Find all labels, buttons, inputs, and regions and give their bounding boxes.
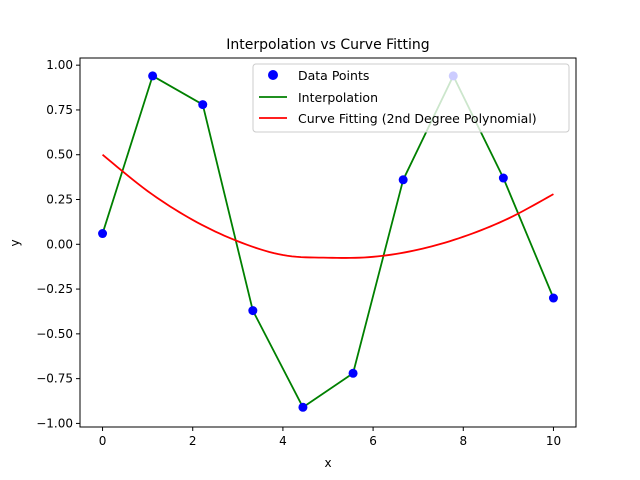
legend-label-curve-fitting: Curve Fitting (2nd Degree Polynomial) [298, 111, 537, 126]
x-axis-label: x [324, 456, 331, 470]
x-tick-label: 0 [99, 434, 107, 448]
x-tick-label: 2 [189, 434, 197, 448]
y-tick-label: −1.00 [36, 416, 73, 430]
axis-ticks: 0 2 4 6 8 10 −1.00 −0.75 −0.50 −0.25 0.00 0.25 0.50 0… [36, 58, 561, 448]
series-line-curve-fitting-2nd-degree-polynomial [101, 154, 554, 259]
x-tick-label: 10 [546, 434, 561, 448]
axes-frame [79, 57, 577, 428]
x-tick-label: 4 [279, 434, 287, 448]
legend-frame [252, 63, 570, 133]
data-point [198, 100, 208, 110]
x-tick-label: 8 [459, 434, 467, 448]
data-point [248, 306, 258, 316]
chart-title: Interpolation vs Curve Fitting [226, 37, 429, 53]
y-tick-label: 0.00 [46, 237, 73, 251]
legend-label-data-points: Data Points [298, 68, 369, 83]
y-tick-label: −0.50 [36, 327, 73, 341]
data-point [548, 293, 558, 303]
y-axis-label: y [8, 239, 22, 246]
data-point [298, 402, 308, 412]
y-tick-label: 1.00 [46, 58, 73, 72]
data-point [498, 173, 508, 183]
data-point [348, 368, 358, 378]
data-point [98, 229, 108, 239]
y-tick-label: −0.75 [36, 372, 73, 386]
legend-label-interpolation: Interpolation [298, 90, 378, 105]
y-tick-label: 0.50 [46, 148, 73, 162]
y-tick-label: 0.75 [46, 103, 73, 117]
y-tick-label: 0.25 [46, 193, 73, 207]
x-tick-label: 6 [369, 434, 377, 448]
data-point [148, 71, 158, 81]
data-point [398, 175, 408, 185]
legend: Data Points Interpolation Curve Fitting … [252, 63, 570, 133]
legend-marker-data-points [268, 70, 278, 80]
y-tick-label: −0.25 [36, 282, 73, 296]
